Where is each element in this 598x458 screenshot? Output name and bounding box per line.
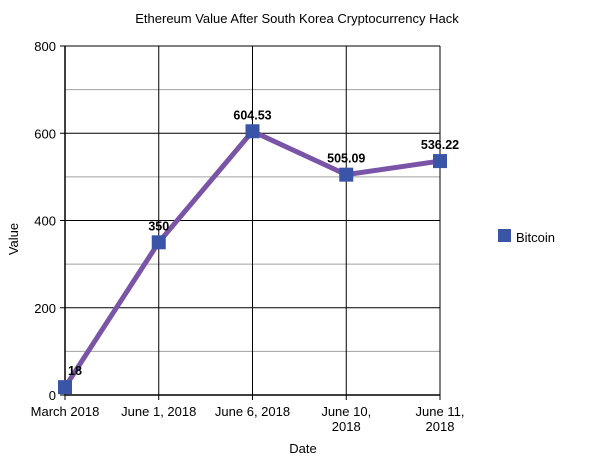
data-point-marker (339, 167, 354, 182)
y-tick-label: 600 (34, 126, 56, 141)
x-tick-label: June 1, 2018 (121, 404, 196, 419)
legend: Bitcoin (498, 229, 555, 245)
data-label: 604.53 (233, 108, 271, 122)
data-label: 350 (148, 219, 169, 233)
y-tick-labels: 0 200 400 600 800 (34, 39, 56, 403)
data-label: 18 (68, 364, 82, 378)
chart-title: Ethereum Value After South Korea Cryptoc… (135, 11, 459, 26)
x-tick-label: June 6, 2018 (215, 404, 290, 419)
data-point-marker (58, 380, 72, 395)
y-axis-label: Value (6, 223, 21, 255)
y-tick-label: 0 (49, 388, 56, 403)
x-tick-label: March 2018 (31, 404, 100, 419)
axes (64, 46, 440, 396)
y-tick-label: 400 (34, 214, 56, 229)
grid (60, 45, 441, 400)
y-tick-label: 200 (34, 301, 56, 316)
data-label: 536.22 (421, 138, 459, 152)
data-point-marker (151, 235, 166, 250)
data-label: 505.09 (327, 152, 365, 166)
data-labels: 18 350 604.53 505.09 536.22 (68, 108, 459, 378)
data-point-marker (245, 124, 260, 139)
x-tick-labels: March 2018 June 1, 2018 June 6, 2018 June 1… (31, 404, 465, 434)
y-tick-label: 800 (34, 39, 56, 54)
legend-swatch-bitcoin (498, 229, 511, 242)
x-axis-label: Date (289, 441, 316, 456)
legend-label-bitcoin: Bitcoin (516, 230, 555, 245)
marker-layer (58, 124, 447, 395)
x-tick-label: June 10, 2018 (321, 404, 371, 434)
x-tick-label: June 11, 2018 (416, 404, 465, 434)
data-point-marker (433, 154, 447, 169)
